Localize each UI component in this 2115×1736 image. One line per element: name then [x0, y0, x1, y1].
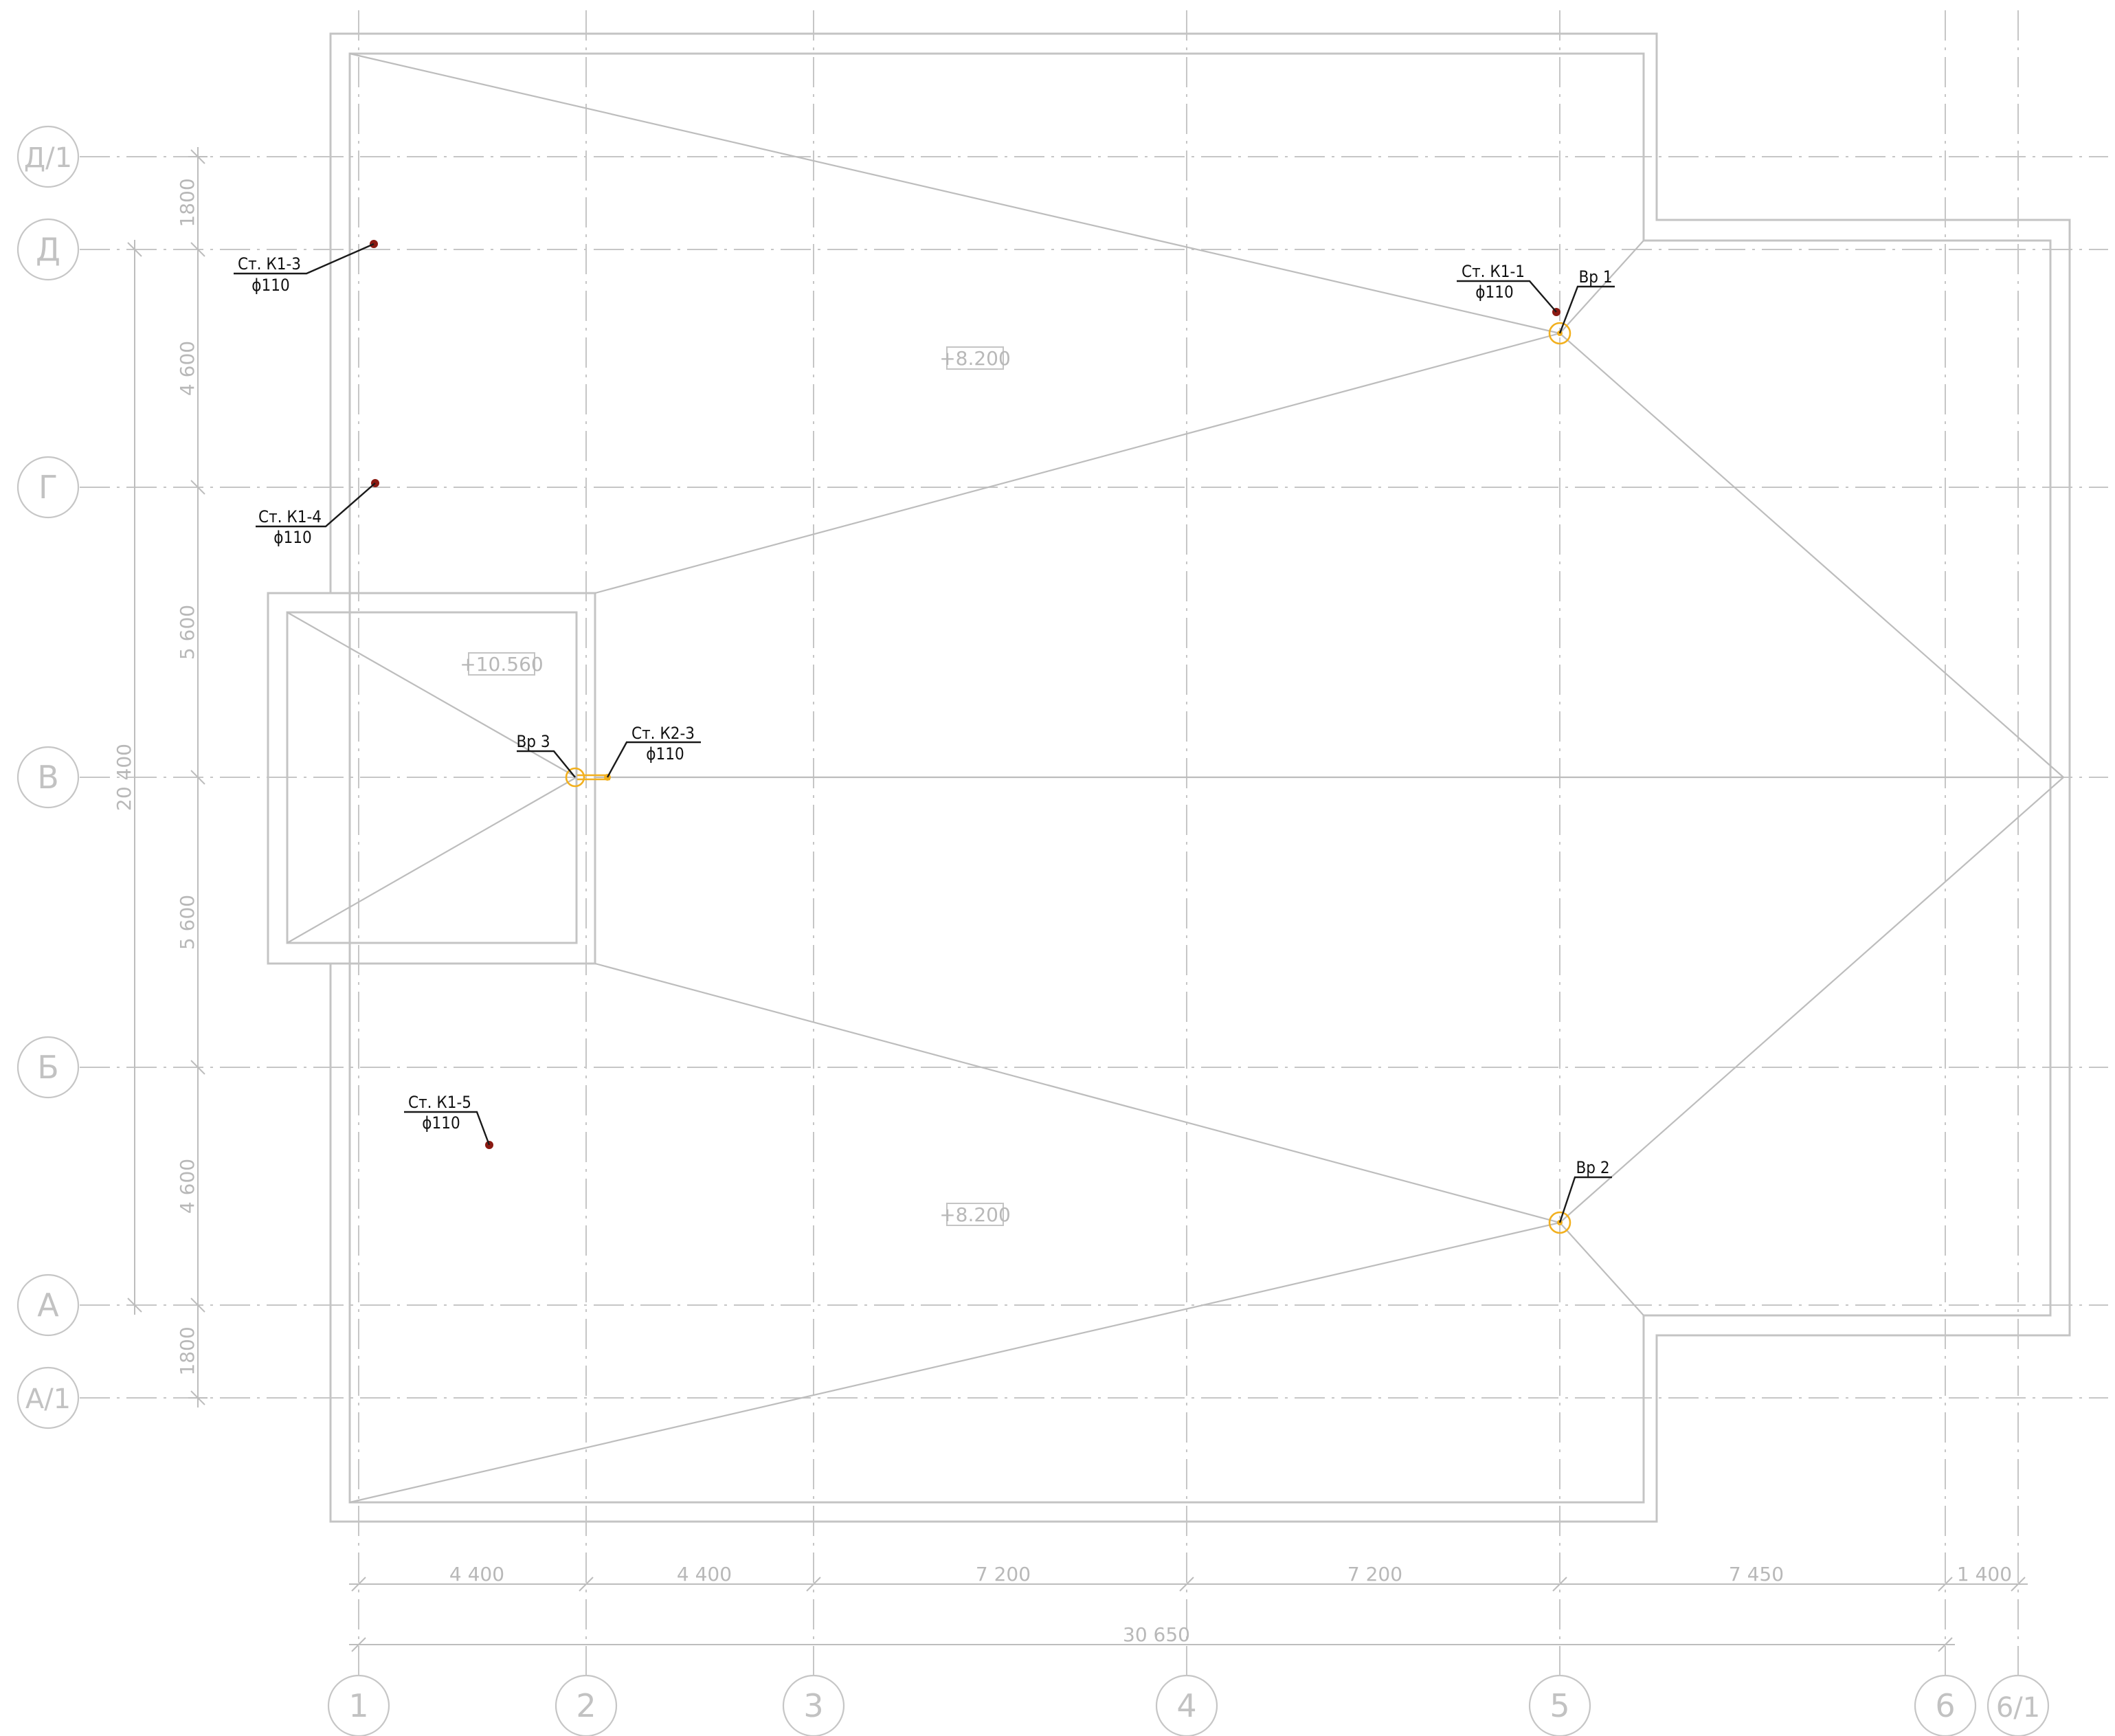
dimension-label: 5 600 [176, 605, 199, 660]
axis-marker: Г [16, 456, 80, 519]
svg-text:Д: Д [36, 231, 60, 268]
axis-marker: 2 [555, 1674, 618, 1736]
svg-text:ϕ110: ϕ110 [646, 744, 684, 764]
svg-text:А: А [37, 1287, 59, 1324]
svg-text:В: В [37, 759, 59, 796]
riser-tag-k2-3: Ст. К2-3 ϕ110 [606, 724, 701, 778]
riser-tag-k1-3: Ст. К1-3 ϕ110 [234, 243, 374, 295]
svg-text:Г: Г [38, 469, 58, 506]
raised-roof-outer [267, 592, 596, 965]
svg-text:Ст. К1-4: Ст. К1-4 [258, 507, 322, 526]
riser-tag-k1-1: Ст. К1-1 ϕ110 [1457, 262, 1557, 313]
axis-marker: 4 [1155, 1674, 1218, 1736]
svg-text:Б: Б [37, 1049, 59, 1086]
dimension-label: 1 400 [1957, 1563, 2012, 1585]
svg-text:Вр 1: Вр 1 [1578, 267, 1612, 287]
svg-text:6/1: 6/1 [1996, 1692, 2040, 1724]
svg-text:Ст. К1-3: Ст. К1-3 [238, 254, 301, 274]
axis-markers-horizontal: Д/1 Д Г В Б А А/1 [16, 125, 80, 1429]
svg-text:А/1: А/1 [25, 1383, 71, 1415]
riser-tag-k1-4: Ст. К1-4 ϕ110 [256, 482, 376, 547]
dimension-lines [127, 147, 2028, 1652]
svg-text:6: 6 [1935, 1687, 1955, 1724]
dimension-label: 7 200 [976, 1563, 1031, 1585]
svg-text:+10.560: +10.560 [460, 653, 543, 676]
annotations: Ст. К1-3 ϕ110 Ст. К1-4 ϕ110 Ст. К1-1 ϕ11… [234, 243, 1615, 1223]
axis-marker: А [16, 1273, 80, 1337]
axis-marker: 6 [1914, 1674, 1977, 1736]
svg-text:ϕ110: ϕ110 [422, 1113, 460, 1133]
slope-line [1559, 333, 2064, 778]
svg-text:3: 3 [803, 1687, 823, 1724]
dimension-label: 1800 [176, 178, 199, 227]
axis-marker: 6/1 [1987, 1674, 2050, 1736]
axis-marker: Д [16, 218, 80, 281]
dimension-label: 7 450 [1729, 1563, 1784, 1585]
svg-text:Д/1: Д/1 [24, 142, 72, 174]
dimension-label: 4 600 [176, 1159, 199, 1214]
slope-lines [287, 52, 2064, 1504]
dimension-label: 1800 [176, 1326, 199, 1375]
svg-text:2: 2 [576, 1687, 596, 1724]
svg-text:ϕ110: ϕ110 [251, 276, 289, 295]
dimension-labels-horizontal: 4 400 4 400 7 200 7 200 7 450 1 400 30 6… [449, 1563, 2012, 1646]
dimension-label: 4 600 [176, 341, 199, 396]
dimension-ticks-vertical [127, 149, 208, 1405]
slope-line [1559, 777, 2064, 1223]
dimension-labels-vertical: 1800 4 600 5 600 5 600 4 600 1800 20 400 [113, 178, 199, 1375]
slope-line [349, 52, 1560, 335]
svg-text:Ст. К1-5: Ст. К1-5 [408, 1093, 471, 1112]
slope-line [287, 612, 577, 778]
slope-line [1559, 1222, 1644, 1316]
svg-text:Вр 2: Вр 2 [1576, 1158, 1609, 1177]
axis-marker: В [16, 746, 80, 809]
axis-marker: 5 [1528, 1674, 1591, 1736]
level-mark: +8.200 [939, 346, 1011, 370]
slope-line [349, 1221, 1560, 1504]
riser-tag-k1-5: Ст. К1-5 ϕ110 [404, 1093, 491, 1146]
funnel-tag-vr3: Вр 3 [516, 732, 576, 778]
dimension-label-total: 30 650 [1123, 1623, 1190, 1646]
dimension-label-total: 20 400 [113, 744, 135, 811]
svg-text:Ст. К1-1: Ст. К1-1 [1462, 262, 1525, 281]
axis-marker: Б [16, 1036, 80, 1099]
slope-line [594, 332, 1560, 594]
slope-line [287, 777, 577, 944]
svg-text:Вр 3: Вр 3 [516, 732, 550, 751]
svg-text:1: 1 [348, 1687, 368, 1724]
axis-marker: 1 [327, 1674, 390, 1736]
svg-text:ϕ110: ϕ110 [1475, 282, 1513, 302]
svg-text:+8.200: +8.200 [939, 347, 1011, 370]
svg-text:4: 4 [1176, 1687, 1196, 1724]
dimension-ticks-horizontal [351, 1577, 2026, 1652]
axis-markers-vertical: 1 2 3 4 5 6 6/1 [327, 1674, 2050, 1736]
axis-marker: А/1 [16, 1366, 80, 1429]
level-mark: +10.560 [460, 652, 544, 676]
svg-text:ϕ110: ϕ110 [273, 528, 311, 547]
dimension-label: 7 200 [1347, 1563, 1402, 1585]
slope-line [594, 962, 1560, 1224]
grid-lines [80, 10, 2108, 1692]
funnel-tag-vr2: Вр 2 [1558, 1158, 1612, 1223]
svg-text:Ст. К2-3: Ст. К2-3 [631, 724, 695, 743]
level-mark: +8.200 [939, 1203, 1011, 1226]
axis-marker: 3 [782, 1674, 845, 1736]
dimension-label: 5 600 [176, 895, 199, 950]
funnel-tag-vr1: Вр 1 [1558, 267, 1615, 334]
level-marks: +8.200 +10.560 +8.200 [460, 346, 1011, 1226]
dimension-label: 4 400 [449, 1563, 504, 1585]
dimension-label: 4 400 [677, 1563, 732, 1585]
svg-text:5: 5 [1549, 1687, 1569, 1724]
svg-text:+8.200: +8.200 [939, 1203, 1011, 1226]
axis-marker: Д/1 [16, 125, 80, 188]
